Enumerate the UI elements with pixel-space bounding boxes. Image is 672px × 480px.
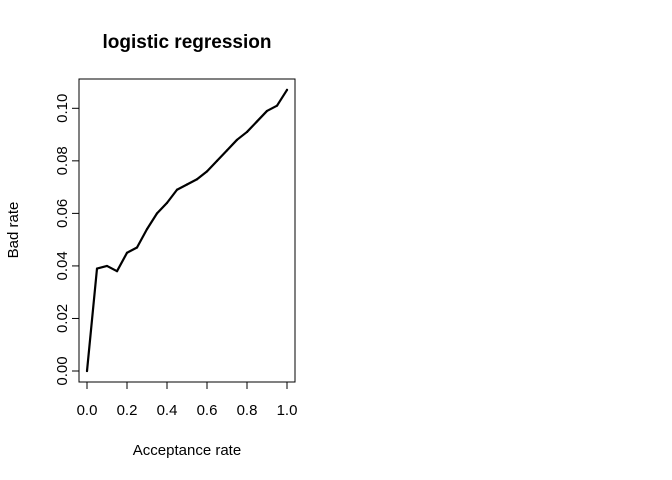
- data-point: [225, 149, 229, 152]
- x-tick-label: 0.8: [237, 402, 258, 419]
- data-point: [245, 130, 249, 134]
- x-tick-label: 0.2: [117, 402, 138, 419]
- y-tick-label: 0.06: [54, 199, 71, 228]
- data-point: [165, 201, 169, 204]
- data-point: [85, 369, 89, 373]
- x-tick-label: 0.4: [157, 402, 178, 419]
- x-tick-label: 0.6: [197, 402, 218, 419]
- data-point: [105, 264, 109, 268]
- data-point: [135, 246, 139, 249]
- data-point: [275, 104, 279, 107]
- y-axis-label: Bad rate: [5, 202, 22, 259]
- data-point: [265, 109, 269, 113]
- x-axis: 0.0 0.2 0.4 0.6 0.8 1.0: [77, 381, 298, 419]
- chart-title: logistic regression: [103, 32, 272, 53]
- data-point: [175, 188, 179, 191]
- data-point: [95, 267, 99, 270]
- series-line: [85, 88, 289, 373]
- data-point: [235, 138, 239, 141]
- y-tick-label: 0.08: [54, 146, 71, 175]
- y-tick-label: 0.00: [54, 356, 71, 385]
- x-tick-label: 0.0: [77, 402, 98, 419]
- data-point: [115, 270, 119, 273]
- data-point: [215, 159, 219, 162]
- x-axis-label: Acceptance rate: [133, 442, 241, 459]
- data-point: [285, 88, 289, 92]
- plot-frame: [78, 78, 296, 383]
- y-axis: 0.00 0.02 0.04 0.06 0.08 0.10: [54, 94, 80, 386]
- data-point: [185, 183, 189, 186]
- data-point: [145, 228, 149, 231]
- data-point: [255, 120, 259, 123]
- series-layer: [85, 88, 289, 373]
- data-point: [125, 251, 129, 254]
- x-tick-label: 1.0: [277, 402, 298, 419]
- data-point: [155, 212, 159, 215]
- y-tick-label: 0.02: [54, 304, 71, 333]
- y-tick-label: 0.10: [54, 94, 71, 123]
- data-point: [195, 178, 199, 181]
- y-tick-label: 0.04: [54, 251, 71, 280]
- data-point: [205, 170, 209, 173]
